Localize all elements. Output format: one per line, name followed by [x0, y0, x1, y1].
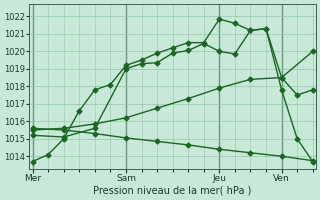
- X-axis label: Pression niveau de la mer( hPa ): Pression niveau de la mer( hPa ): [93, 186, 252, 196]
